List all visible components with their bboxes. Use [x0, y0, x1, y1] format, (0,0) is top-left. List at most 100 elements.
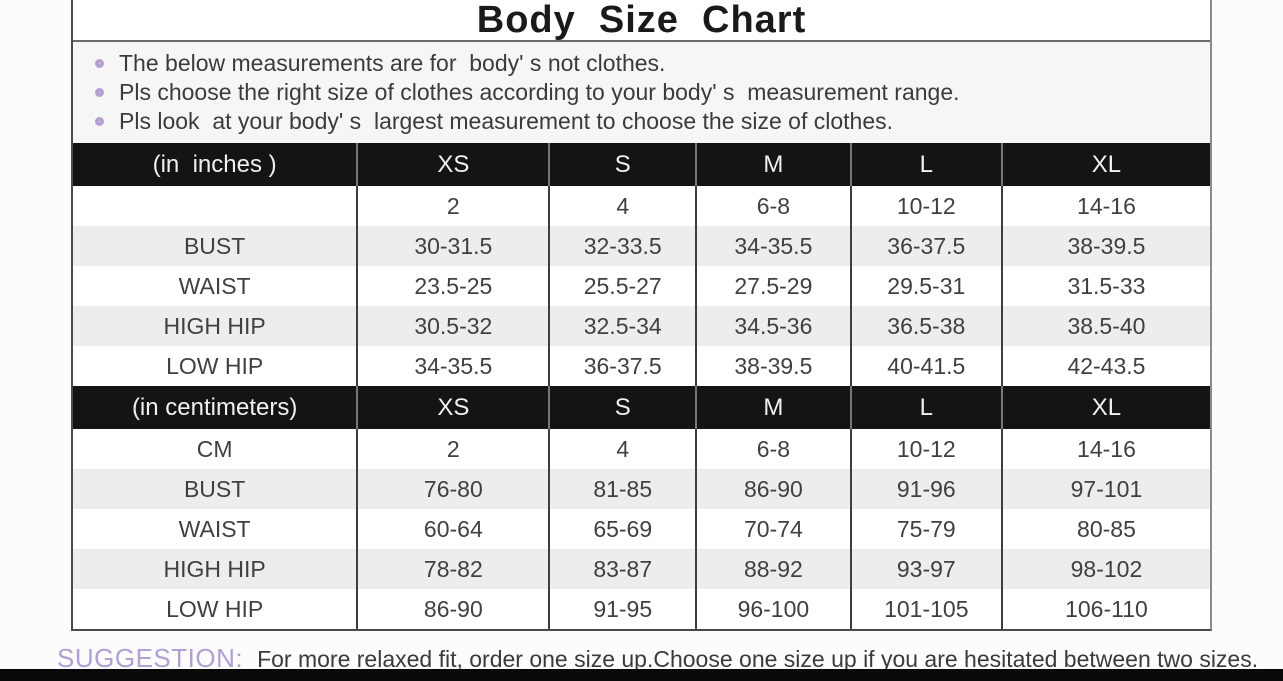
- value-cell: 42-43.5: [1000, 346, 1210, 386]
- value-cell: 6-8: [695, 186, 851, 226]
- header-row: (in centimeters) XS S M L XL: [73, 386, 1210, 429]
- table-row: BUST 30-31.5 32-33.5 34-35.5 36-37.5 38-39.5: [73, 226, 1210, 266]
- value-cell: 96-100: [695, 589, 851, 629]
- note-text: Pls choose the right size of clothes acc…: [119, 79, 960, 105]
- value-cell: 93-97: [849, 549, 1002, 589]
- value-cell: 91-96: [849, 469, 1002, 509]
- size-header-cell: XS: [356, 143, 550, 186]
- notes-box: The below measurements are for body' s n…: [73, 42, 1210, 143]
- suggestion-text: For more relaxed fit, order one size up.…: [257, 646, 1259, 672]
- value-cell: 32-33.5: [548, 226, 697, 266]
- value-cell: 78-82: [356, 549, 550, 589]
- value-cell: 88-92: [695, 549, 851, 589]
- value-cell: 23.5-25: [356, 266, 550, 306]
- row-label-cell: [73, 186, 357, 226]
- table-row: HIGH HIP 30.5-32 32.5-34 34.5-36 36.5-38 38.5…: [73, 306, 1210, 346]
- note-text: The below measurements are for body' s n…: [119, 50, 666, 76]
- header-row: (in inches ) XS S M L XL: [73, 143, 1210, 186]
- value-cell: 38-39.5: [695, 346, 851, 386]
- table-row: 2 4 6-8 10-12 14-16: [73, 186, 1210, 226]
- value-cell: 27.5-29: [695, 266, 851, 306]
- value-cell: 32.5-34: [548, 306, 697, 346]
- value-cell: 4: [548, 429, 697, 469]
- value-cell: 34.5-36: [695, 306, 851, 346]
- value-cell: 30.5-32: [356, 306, 550, 346]
- value-cell: 34-35.5: [695, 226, 851, 266]
- value-cell: 91-95: [548, 589, 697, 629]
- value-cell: 70-74: [695, 509, 851, 549]
- size-header-cell: XL: [1000, 386, 1210, 429]
- value-cell: 10-12: [849, 186, 1002, 226]
- bullet-ring-icon: [95, 88, 104, 97]
- size-table-centimeters: (in centimeters) XS S M L XL CM 2 4 6-8 10-12 14-16…: [73, 386, 1210, 629]
- note-line: Pls choose the right size of clothes acc…: [89, 78, 1202, 107]
- value-cell: 40-41.5: [849, 346, 1002, 386]
- value-cell: 106-110: [1000, 589, 1210, 629]
- note-line: The below measurements are for body' s n…: [89, 49, 1202, 78]
- value-cell: 101-105: [849, 589, 1002, 629]
- value-cell: 2: [356, 186, 550, 226]
- value-cell: 36-37.5: [548, 346, 697, 386]
- note-text: Pls look at your body' s largest measure…: [119, 108, 894, 134]
- row-label-cell: LOW HIP: [166, 352, 264, 379]
- table-row: HIGH HIP 78-82 83-87 88-92 93-97 98-102: [73, 549, 1210, 589]
- row-label-cell: WAIST: [178, 272, 251, 299]
- value-cell: 80-85: [1000, 509, 1210, 549]
- bottom-black-bar: [0, 669, 1283, 681]
- table-row: WAIST 23.5-25 25.5-27 27.5-29 29.5-31 31.5-33: [73, 266, 1210, 306]
- row-label-cell: WAIST: [178, 515, 251, 542]
- value-cell: 34-35.5: [356, 346, 550, 386]
- size-header-cell: L: [849, 143, 1002, 186]
- value-cell: 76-80: [356, 469, 550, 509]
- size-table-inches: (in inches ) XS S M L XL 2 4 6-8 10-12 14-16 BUST 30…: [73, 143, 1210, 386]
- value-cell: 38.5-40: [1000, 306, 1210, 346]
- unit-header-cell: (in centimeters): [73, 386, 358, 429]
- size-header-cell: L: [849, 386, 1002, 429]
- value-cell: 2: [356, 429, 550, 469]
- row-label-cell: LOW HIP: [166, 595, 264, 622]
- value-cell: 6-8: [695, 429, 851, 469]
- row-label-cell: BUST: [183, 232, 246, 259]
- page-title: Body Size Chart: [476, 0, 807, 41]
- value-cell: 60-64: [356, 509, 550, 549]
- value-cell: 30-31.5: [356, 226, 550, 266]
- value-cell: 36-37.5: [849, 226, 1002, 266]
- title-bar: Body Size Chart: [73, 0, 1210, 42]
- table-row: BUST 76-80 81-85 86-90 91-96 97-101: [73, 469, 1210, 509]
- size-chart-frame: Body Size Chart The below measurements a…: [71, 0, 1212, 631]
- bullet-ring-icon: [95, 59, 104, 68]
- size-header-cell: XL: [1000, 143, 1210, 186]
- value-cell: 97-101: [1000, 469, 1210, 509]
- value-cell: 36.5-38: [849, 306, 1002, 346]
- value-cell: 10-12: [849, 429, 1002, 469]
- unit-header-cell: (in inches ): [73, 143, 358, 186]
- table-row: LOW HIP 86-90 91-95 96-100 101-105 106-110: [73, 589, 1210, 629]
- table-row: CM 2 4 6-8 10-12 14-16: [73, 429, 1210, 469]
- row-label-cell: BUST: [183, 475, 246, 502]
- value-cell: 14-16: [1000, 186, 1210, 226]
- value-cell: 86-90: [356, 589, 550, 629]
- value-cell: 81-85: [548, 469, 697, 509]
- value-cell: 86-90: [695, 469, 851, 509]
- value-cell: 75-79: [849, 509, 1002, 549]
- row-label-cell: CM: [196, 435, 233, 462]
- size-header-cell: S: [548, 143, 697, 186]
- value-cell: 83-87: [548, 549, 697, 589]
- size-header-cell: S: [548, 386, 697, 429]
- table-row: WAIST 60-64 65-69 70-74 75-79 80-85: [73, 509, 1210, 549]
- row-label-cell: HIGH HIP: [163, 312, 266, 339]
- size-header-cell: M: [695, 143, 851, 186]
- suggestion-row: SUGGESTION: For more relaxed fit, order o…: [57, 643, 1283, 674]
- value-cell: 38-39.5: [1000, 226, 1210, 266]
- table-row: LOW HIP 34-35.5 36-37.5 38-39.5 40-41.5 42-43…: [73, 346, 1210, 386]
- value-cell: 98-102: [1000, 549, 1210, 589]
- bullet-ring-icon: [95, 117, 104, 126]
- value-cell: 29.5-31: [849, 266, 1002, 306]
- value-cell: 14-16: [1000, 429, 1210, 469]
- size-header-cell: XS: [356, 386, 550, 429]
- note-line: Pls look at your body' s largest measure…: [89, 107, 1202, 136]
- suggestion-label: SUGGESTION:: [57, 643, 244, 673]
- value-cell: 31.5-33: [1000, 266, 1210, 306]
- value-cell: 65-69: [548, 509, 697, 549]
